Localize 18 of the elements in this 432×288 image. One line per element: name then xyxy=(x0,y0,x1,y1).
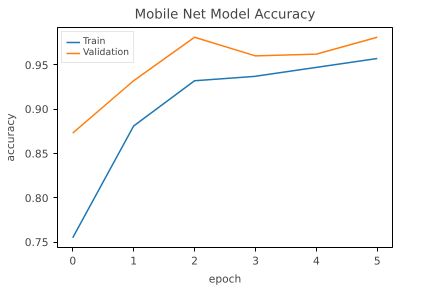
line-series xyxy=(72,58,378,238)
x-tick-label: 0 xyxy=(69,254,76,268)
x-axis-title: epoch xyxy=(208,272,242,286)
chart-title: Mobile Net Model Accuracy xyxy=(134,8,316,22)
y-tick-label: 0.80 xyxy=(24,192,49,205)
y-tick-label: 0.75 xyxy=(24,236,49,250)
line-series xyxy=(72,36,378,134)
y-tick-label: 0.85 xyxy=(24,147,49,160)
legend-label: Validation xyxy=(83,47,130,58)
y-tick-label: 0.95 xyxy=(24,58,49,72)
x-tick-label: 5 xyxy=(374,254,381,268)
x-tick-label: 1 xyxy=(130,254,138,268)
x-tick-label: 4 xyxy=(312,254,320,268)
y-axis-title: accuracy xyxy=(4,113,17,162)
x-tick-label: 2 xyxy=(191,254,198,268)
x-tick-label: 3 xyxy=(252,254,259,268)
legend-label: Train xyxy=(83,36,106,47)
y-tick-label: 0.90 xyxy=(24,103,49,116)
